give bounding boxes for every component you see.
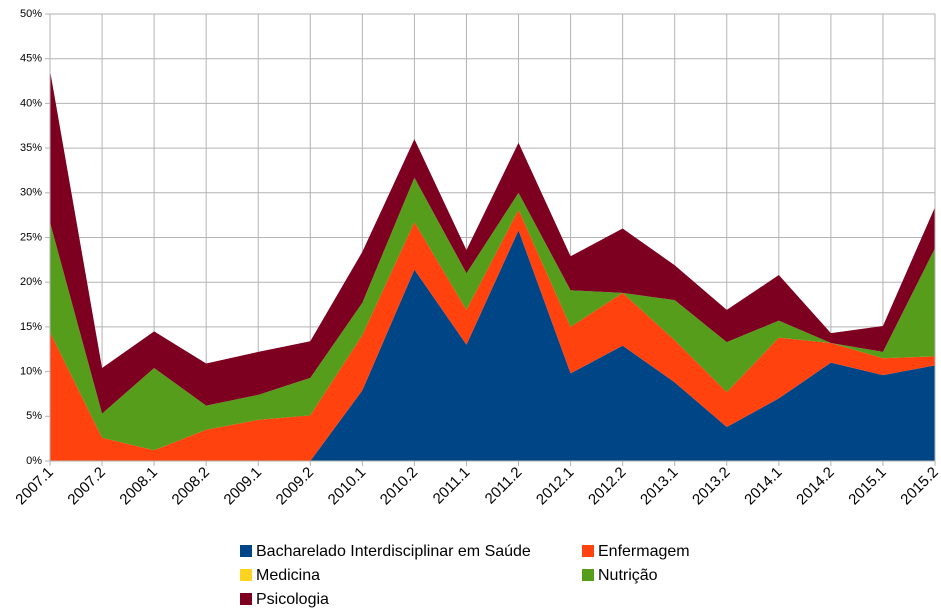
x-tick-label: 2008.2 — [169, 464, 213, 508]
x-tick-label: 2007.1 — [12, 464, 56, 508]
x-tick-label: 2013.2 — [689, 464, 733, 508]
legend: Bacharelado Interdisciplinar em Saúde Enf… — [240, 543, 690, 608]
legend-swatch — [582, 569, 594, 581]
y-tick-label: 35% — [20, 142, 42, 154]
legend-swatch — [582, 545, 594, 557]
x-tick-label: 2007.2 — [64, 464, 108, 508]
legend-label: Enfermagem — [598, 543, 690, 560]
y-tick-label: 0% — [26, 455, 42, 467]
y-tick-label: 5% — [26, 410, 42, 422]
x-tick-label: 2013.1 — [637, 464, 681, 508]
x-tick-label: 2015.1 — [845, 464, 889, 508]
x-tick-label: 2012.1 — [533, 464, 577, 508]
area — [50, 209, 935, 461]
area — [50, 70, 935, 414]
y-tick-label: 50% — [20, 8, 42, 20]
y-tick-label: 25% — [20, 231, 42, 243]
x-tick-label: 2015.2 — [897, 464, 941, 508]
x-tick-label: 2009.1 — [221, 464, 265, 508]
x-tick-label: 2008.1 — [116, 464, 160, 508]
x-tick-label: 2011.1 — [430, 464, 474, 508]
areas — [50, 70, 935, 461]
legend-swatch — [240, 569, 252, 581]
x-tick-label: 2009.2 — [273, 464, 317, 508]
y-tick-label: 15% — [20, 321, 42, 333]
y-tick-label: 45% — [20, 53, 42, 65]
x-tick-label: 2011.2 — [482, 464, 526, 508]
x-tick-label: 2010.2 — [377, 464, 421, 508]
plot-border — [49, 13, 936, 462]
legend-label: Nutrição — [598, 567, 658, 584]
legend-swatch — [240, 593, 252, 605]
y-tick-label: 10% — [20, 366, 42, 378]
x-tick-label: 2012.2 — [585, 464, 629, 508]
x-tick-label: 2014.2 — [793, 464, 837, 508]
legend-label: Medicina — [256, 567, 320, 584]
area — [50, 230, 935, 461]
x-tick-label: 2010.1 — [325, 464, 369, 508]
legend-swatch — [240, 545, 252, 557]
x-tick-label: 2014.1 — [741, 464, 785, 508]
y-tick-label: 30% — [20, 187, 42, 199]
y-tick-label: 20% — [20, 276, 42, 288]
area — [50, 177, 935, 451]
legend-label: Psicologia — [256, 591, 329, 608]
y-tick-label: 40% — [20, 97, 42, 109]
legend-label: Bacharelado Interdisciplinar em Saúde — [256, 543, 531, 560]
